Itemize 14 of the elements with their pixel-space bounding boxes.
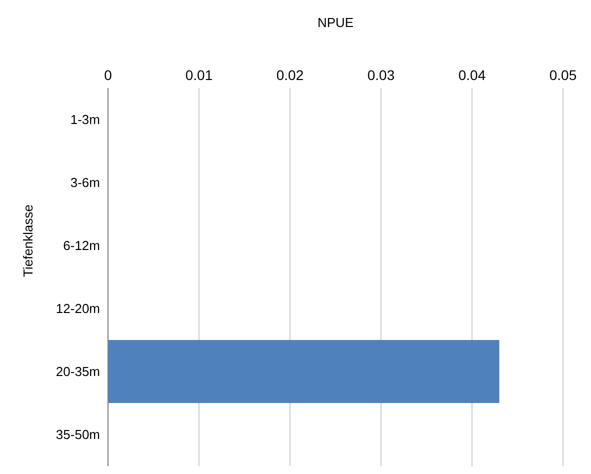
x-tick-label: 0.02 bbox=[276, 67, 304, 83]
y-tick-label: 1-3m bbox=[70, 112, 100, 128]
y-tick-label: 3-6m bbox=[70, 175, 100, 190]
y-tick-label: 12-20m bbox=[56, 301, 100, 316]
x-tick-label: 0.03 bbox=[367, 67, 395, 83]
x-tick-label: 0.05 bbox=[549, 67, 577, 83]
y-tick-label: 6-12m bbox=[63, 238, 100, 254]
y-tick-label: 35-50m bbox=[56, 427, 100, 442]
y-axis-title: Tiefenklasse bbox=[20, 204, 36, 277]
x-tick-label: 0 bbox=[104, 67, 112, 83]
x-tick-label: 0.04 bbox=[458, 67, 486, 83]
y-tick-label: 20-35m bbox=[56, 364, 100, 380]
x-axis-title: NPUE bbox=[317, 15, 354, 30]
x-tick-label: 0.01 bbox=[185, 67, 213, 83]
